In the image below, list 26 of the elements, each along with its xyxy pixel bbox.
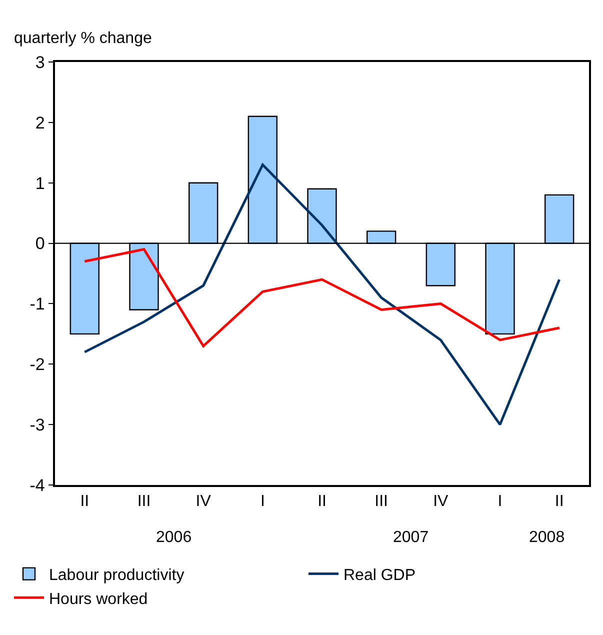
x-tick-label: II xyxy=(318,492,326,510)
legend-label: Real GDP xyxy=(344,567,416,584)
x-tick-label: III xyxy=(374,492,388,510)
legend-label: Labour productivity xyxy=(49,567,184,584)
y-axis-title: quarterly % change xyxy=(14,30,152,47)
text: 2006 xyxy=(156,529,192,546)
line-series xyxy=(83,163,561,426)
x-tick-label: III xyxy=(137,492,151,510)
legend-label: Hours worked xyxy=(49,590,148,608)
x-tick-label: II xyxy=(80,492,90,510)
text: 2008 xyxy=(529,529,565,546)
x-tick-label: I xyxy=(260,492,265,510)
y-tick-label: -2 xyxy=(30,355,45,374)
line-series xyxy=(83,248,561,348)
y-tick-label: -4 xyxy=(30,476,45,495)
y-tick-label: -1 xyxy=(30,294,45,314)
y-tick-label: -3 xyxy=(30,416,45,435)
x-tick-label: I xyxy=(498,492,502,510)
y-tick-label: 1 xyxy=(35,174,45,193)
x-tick-label: IV xyxy=(196,492,212,510)
text: 2007 xyxy=(393,529,429,546)
y-tick-label: 3 xyxy=(35,52,45,72)
x-tick-label: IV xyxy=(433,492,449,510)
x-tick-label: II xyxy=(554,492,564,510)
y-tick-label: 0 xyxy=(35,234,45,254)
y-tick-label: 2 xyxy=(35,113,45,132)
